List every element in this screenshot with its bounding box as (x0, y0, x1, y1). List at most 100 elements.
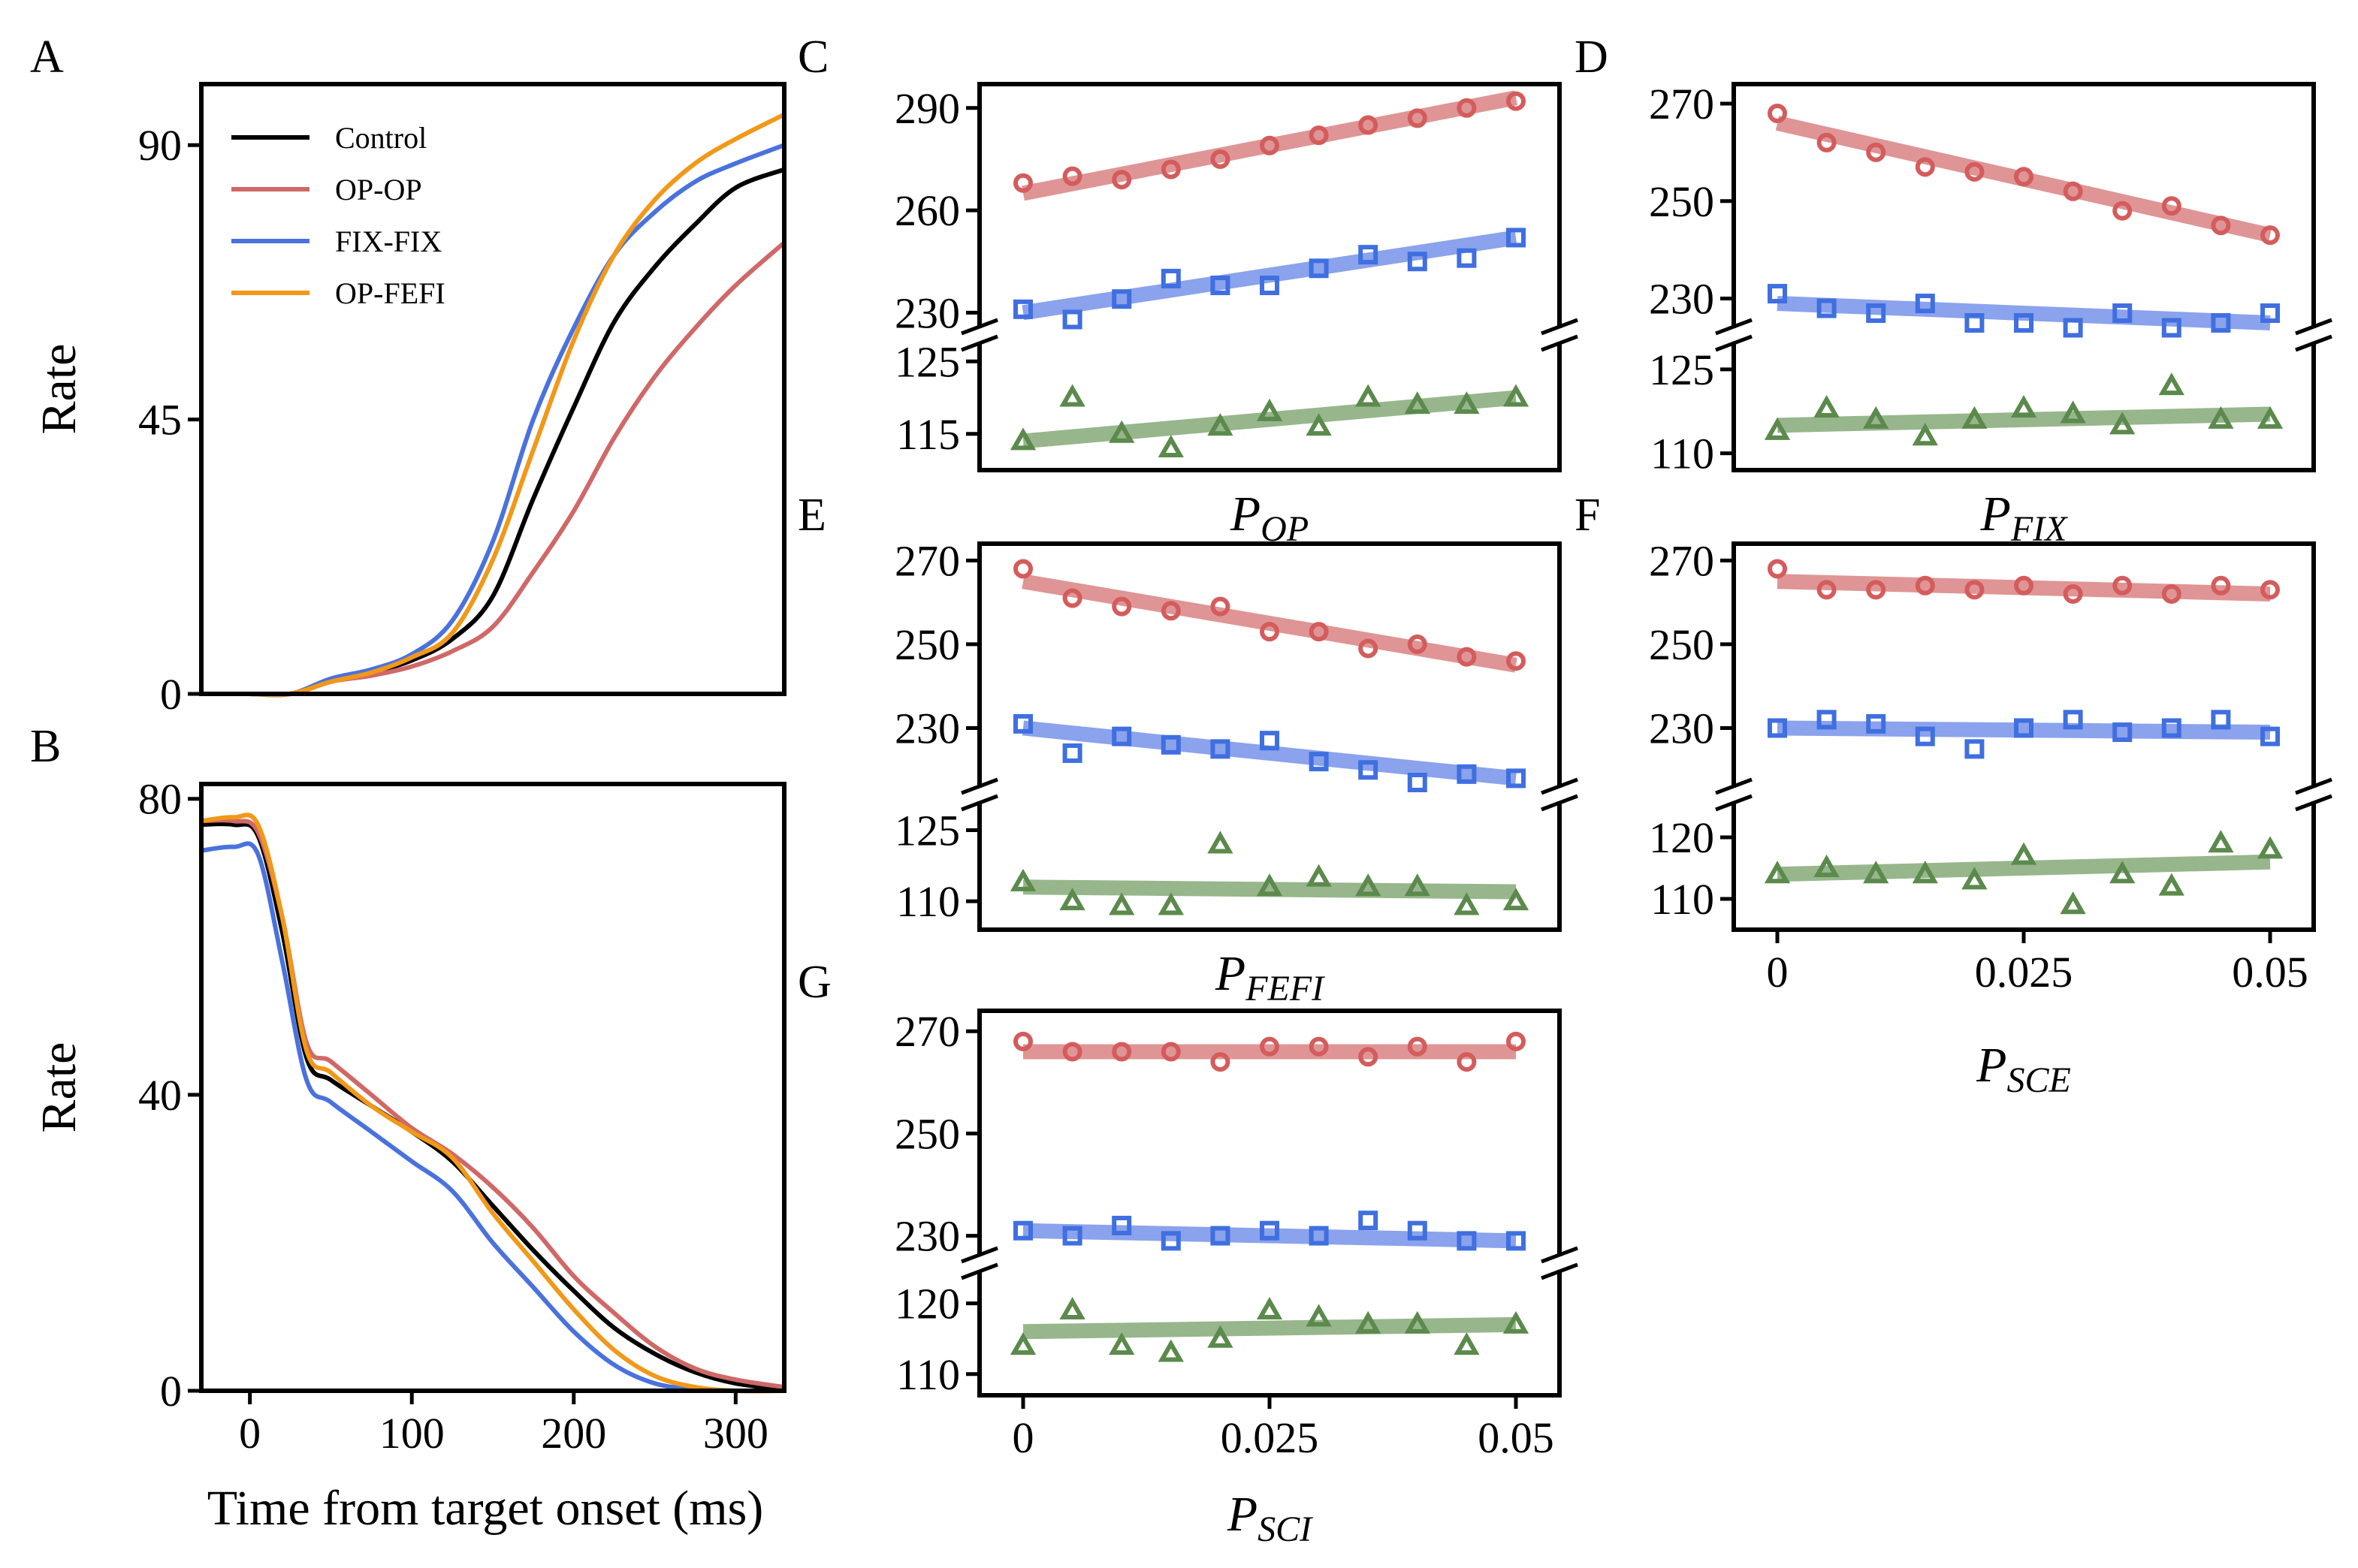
x-axis-label-E: PFEFI (1215, 946, 1325, 1009)
x-axis-label-subscript: SCI (1257, 1509, 1313, 1549)
axis-break-mark (1541, 334, 1578, 352)
data-point-triangle (1454, 391, 1480, 415)
y-axis-label: Rate (32, 1042, 86, 1133)
data-point-circle (1506, 1031, 1526, 1051)
fit-line-op-fefi (1022, 1316, 1517, 1340)
data-point-triangle (1306, 864, 1332, 887)
data-point-square (2161, 718, 2181, 738)
axis-break-mark (961, 777, 998, 795)
data-point-circle (2211, 575, 2231, 596)
y-tick-label: 230 (895, 704, 960, 752)
series-line-fix-fix (249, 143, 786, 698)
series-line-control (249, 167, 786, 698)
axis-break-mark (2295, 334, 2332, 352)
data-point-square (1866, 303, 1886, 324)
data-point-triangle (1010, 868, 1037, 891)
panel-label-E: E (798, 490, 826, 541)
x-tick-label: 300 (703, 1409, 768, 1458)
data-point-circle (1062, 1042, 1082, 1062)
data-point-triangle (2257, 406, 2284, 429)
data-point-square (1866, 713, 1886, 734)
axis-break-mark (961, 1246, 998, 1264)
series-line-op-fefi (201, 813, 785, 1394)
axis-break-gap (2305, 788, 2323, 801)
x-axis-label-G: PSCI (1227, 1487, 1313, 1549)
data-point-triangle (1059, 384, 1085, 407)
axis-break-mark (1541, 1262, 1578, 1280)
data-point-circle (1358, 638, 1378, 659)
data-point-triangle (1158, 892, 1184, 915)
data-point-triangle (1059, 888, 1085, 911)
data-point-square (1062, 743, 1082, 763)
y-tick-label: 290 (895, 84, 960, 133)
data-point-triangle (1502, 1310, 1529, 1334)
axis-break-mark (2295, 794, 2332, 812)
data-point-square (2260, 303, 2280, 324)
data-point-circle (1161, 1042, 1181, 1062)
axis-break-mark (961, 318, 998, 336)
data-point-square (2112, 303, 2133, 324)
data-point-circle (1964, 161, 1985, 182)
series-line-op-fefi (249, 112, 786, 698)
data-point-circle (2112, 575, 2133, 596)
data-point-circle (2063, 181, 2083, 201)
data-point-square (2260, 726, 2280, 746)
data-point-square (1210, 276, 1230, 296)
legend-entry: OP-FEFI (335, 276, 445, 310)
axis-break-mark (1541, 777, 1578, 795)
axis-break-mark (2295, 318, 2332, 336)
data-point-triangle (1306, 413, 1332, 436)
data-point-triangle (1207, 1325, 1233, 1348)
fit-line-op-op (1777, 574, 2271, 602)
axis-break-gap (1550, 328, 1568, 342)
y-tick-label: 40 (138, 1071, 182, 1120)
plot-frame-B (199, 782, 787, 1393)
x-axis-label-main: P (1215, 946, 1245, 1001)
data-point-square (1506, 228, 1526, 248)
x-axis-label-subscript: FEFI (1245, 969, 1325, 1009)
fit-line-fix-fix (1022, 720, 1517, 786)
y-tick-label: 80 (138, 775, 182, 824)
axis-break-gap (1550, 788, 1568, 801)
data-point-triangle (2208, 830, 2234, 853)
data-point-triangle (1059, 1297, 1085, 1320)
data-point-square (1407, 1220, 1427, 1241)
plot-frame-A (199, 82, 787, 696)
data-point-triangle (2060, 400, 2086, 424)
axis-break-gap (971, 788, 989, 801)
data-point-square (1506, 1231, 1526, 1251)
data-point-triangle (1502, 888, 1529, 911)
axis-break-gap (1550, 1256, 1568, 1270)
data-point-triangle (1764, 861, 1791, 884)
panel-label-F: F (1575, 490, 1600, 541)
data-point-square (1112, 289, 1132, 309)
data-point-circle (1964, 580, 1985, 600)
data-point-square (1457, 764, 1477, 784)
y-tick-label: 110 (1650, 430, 1714, 478)
data-point-triangle (1010, 1332, 1037, 1355)
fit-line-op-op (1022, 90, 1517, 201)
x-tick-label: 0.05 (1478, 1413, 1554, 1462)
data-point-triangle (1109, 1332, 1135, 1355)
data-point-circle (1161, 601, 1181, 621)
axis-break-gap (971, 1256, 989, 1270)
data-point-square (1260, 1220, 1279, 1241)
data-point-triangle (1158, 1339, 1184, 1362)
data-point-circle (2260, 225, 2280, 246)
data-point-circle (1161, 159, 1181, 179)
data-point-triangle (2010, 394, 2037, 418)
series-line-fix-fix (201, 841, 785, 1394)
data-point-triangle (1813, 394, 1840, 418)
data-point-circle (2014, 167, 2033, 187)
data-point-square (1816, 298, 1837, 318)
x-tick-label: 0.025 (1975, 948, 2073, 997)
data-point-circle (1210, 596, 1230, 617)
data-point-triangle (1813, 854, 1840, 877)
data-point-square (1768, 284, 1787, 304)
data-point-triangle (1502, 384, 1529, 407)
data-point-triangle (1355, 1310, 1381, 1334)
data-point-circle (1816, 580, 1837, 600)
y-tick-label: 110 (896, 877, 960, 926)
data-point-circle (1309, 125, 1329, 146)
